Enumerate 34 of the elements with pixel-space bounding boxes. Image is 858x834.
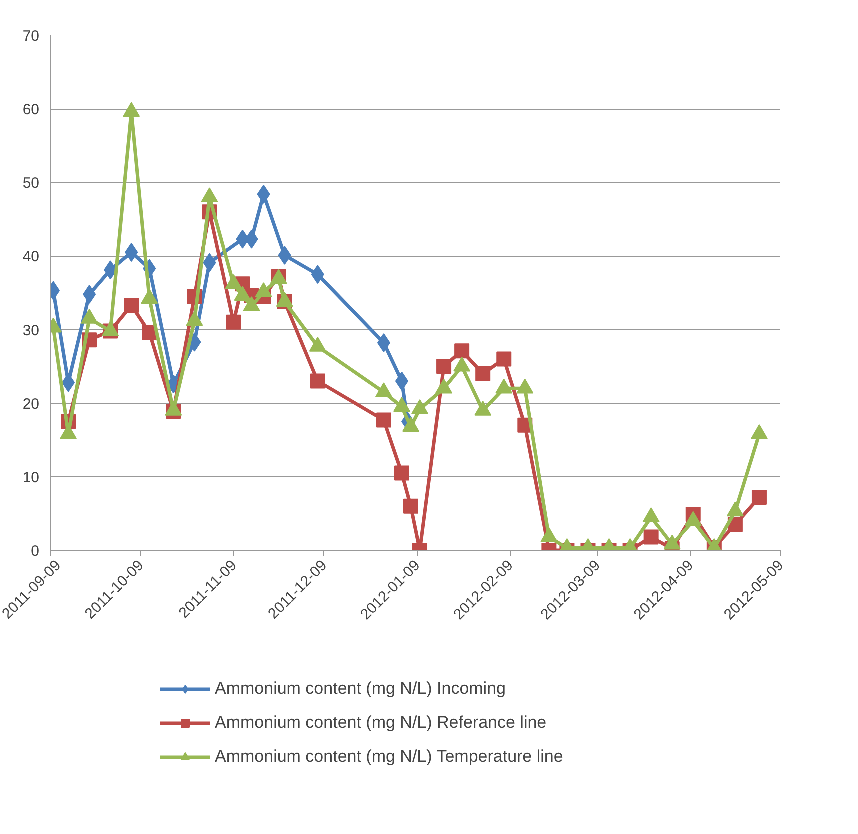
- point: [393, 397, 410, 412]
- point: [496, 378, 513, 394]
- y-tick-label: 0: [31, 543, 40, 560]
- point: [375, 382, 392, 398]
- y-tick-label: 10: [22, 469, 40, 486]
- point: [496, 352, 512, 367]
- point: [436, 378, 453, 394]
- point: [684, 511, 702, 526]
- legend-label: Ammonium content (mg N/L) Temperature line: [215, 747, 564, 767]
- point: [750, 424, 768, 440]
- y-tick-label: 30: [22, 322, 40, 340]
- legend-label: Ammonium content (mg N/L) Incoming: [215, 679, 506, 699]
- point: [540, 528, 558, 542]
- y-tick-label: 70: [22, 28, 40, 45]
- y-tick-label: 40: [22, 248, 40, 266]
- point: [454, 356, 471, 372]
- point: [476, 366, 491, 382]
- point: [474, 400, 492, 416]
- point: [516, 378, 534, 394]
- point: [664, 534, 681, 550]
- point: [165, 400, 182, 416]
- y-tick-label: 50: [22, 175, 40, 192]
- y-tick-label: 20: [22, 396, 40, 413]
- point: [642, 508, 660, 523]
- point: [412, 400, 429, 414]
- legend-label: Ammonium content (mg N/L) Referance line: [215, 713, 547, 733]
- point: [402, 417, 420, 432]
- point: [454, 344, 470, 359]
- point: [226, 314, 242, 330]
- point: [726, 502, 744, 517]
- y-tick-label: 60: [22, 102, 40, 119]
- point: [436, 359, 452, 374]
- point: [310, 374, 326, 389]
- point: [124, 298, 140, 314]
